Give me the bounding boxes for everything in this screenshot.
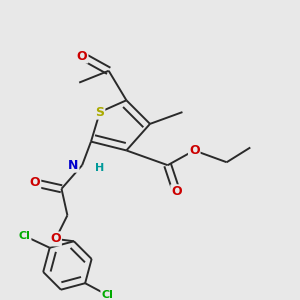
Text: N: N	[68, 159, 79, 172]
Text: Cl: Cl	[19, 231, 31, 241]
Text: S: S	[95, 106, 104, 118]
Text: O: O	[77, 50, 88, 62]
Text: O: O	[30, 176, 40, 189]
Text: O: O	[50, 232, 61, 245]
Text: Cl: Cl	[101, 290, 113, 300]
Text: O: O	[171, 185, 182, 198]
Text: O: O	[189, 144, 200, 157]
Text: H: H	[95, 163, 104, 173]
